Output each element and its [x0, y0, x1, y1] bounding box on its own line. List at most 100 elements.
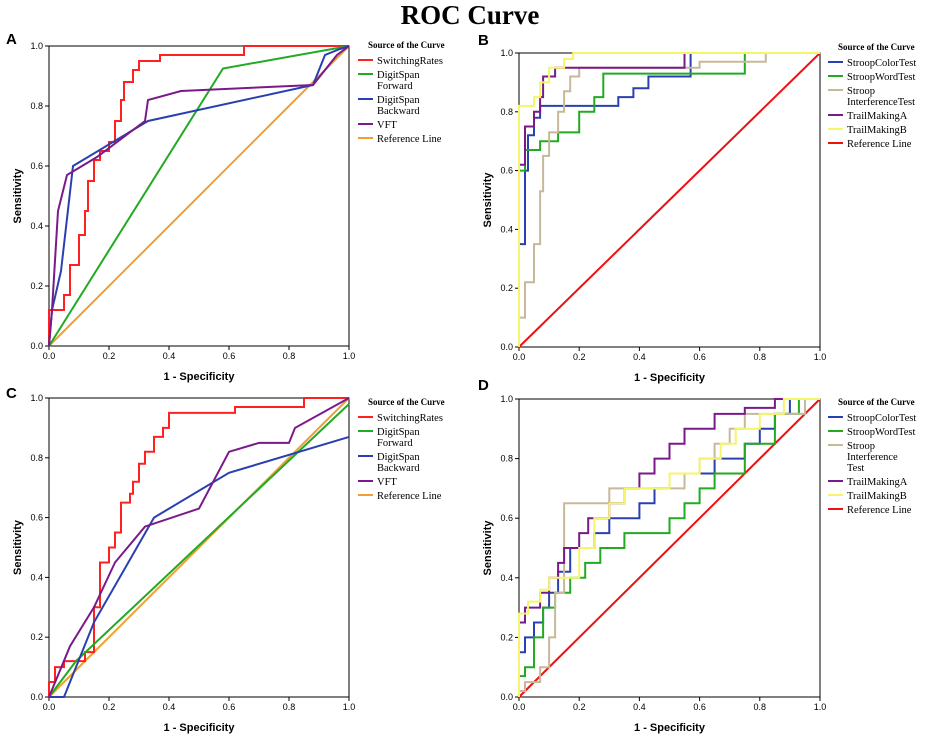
x-tick-label: 0.8 [283, 702, 296, 712]
y-tick-label: 1.0 [30, 41, 43, 51]
legend-label: Forward [377, 81, 413, 92]
legend-label: DigitSpan [377, 452, 420, 463]
x-tick-label: 0.0 [43, 351, 56, 361]
legend-item-trailmakingb: TrailMakingB [828, 125, 907, 136]
x-axis-title: 1 - Specificity [164, 371, 236, 383]
y-tick-label: 0.4 [30, 221, 43, 231]
x-tick-label: 0.8 [754, 702, 767, 712]
x-axis-title: 1 - Specificity [164, 722, 236, 734]
curve-reference-line [518, 52, 821, 348]
x-tick-label: 0.0 [43, 702, 56, 712]
y-tick-label: 0.2 [500, 632, 513, 642]
legend-label: Test [847, 463, 864, 474]
y-tick-label: 0.0 [500, 692, 513, 702]
legend: Source of the Curve SwitchingRates DigitSp… [358, 397, 445, 502]
x-tick-label: 0.2 [573, 702, 586, 712]
x-tick-label: 0.0 [513, 352, 526, 362]
legend-label: DigitSpan [377, 95, 420, 106]
x-tick-label: 1.0 [814, 352, 827, 362]
y-tick-label: 1.0 [500, 394, 513, 404]
y-tick-label: 0.2 [500, 283, 513, 293]
y-tick-label: 1.0 [500, 48, 513, 58]
y-tick-label: 0.8 [500, 107, 513, 117]
panel-c: C 0.0 0.2 0.4 0.6 0.8 1.0 0.0 0.2 0.4 0.6 0.8 1.0 1 -… [6, 385, 445, 734]
panel-letter: C [6, 385, 17, 402]
y-tick-label: 0.8 [500, 454, 513, 464]
legend-item-switchingrates: SwitchingRates [358, 413, 443, 424]
legend-item-vft: VFT [358, 120, 397, 131]
legend-label: Backward [377, 106, 420, 117]
x-axis-title: 1 - Specificity [634, 372, 706, 384]
y-tick-label: 0.6 [500, 166, 513, 176]
plot-frame [518, 398, 821, 698]
legend-label: Reference Line [847, 139, 912, 150]
legend-item-stroopwordtest: StroopWordTest [828, 427, 915, 438]
curve-switchingrates [48, 397, 349, 697]
y-axis-title: Sensitivity [482, 520, 494, 576]
curve-trailmakingb [518, 398, 820, 697]
legend-label: TrailMakingB [847, 491, 907, 502]
plot-frame [48, 45, 350, 347]
legend-label: Interference [847, 452, 898, 463]
curve-reference-line [48, 45, 350, 347]
legend-item-reference-line: Reference Line [358, 134, 442, 145]
y-tick-label: 1.0 [30, 393, 43, 403]
legend-title: Source of the Curve [838, 42, 915, 52]
y-tick-label: 0.4 [30, 572, 43, 582]
curve-vft [48, 45, 350, 347]
legend-item-stroopcolortest: StroopColorTest [828, 413, 916, 424]
y-tick-label: 0.6 [30, 161, 43, 171]
x-tick-label: 1.0 [343, 702, 356, 712]
panels-container: A 0.0 0.2 0.4 0.6 0.8 1.0 0.0 0.2 0.4 0.6 0.8 1.0 1 -… [6, 31, 916, 734]
legend-label: StroopColorTest [847, 58, 916, 69]
x-tick-label: 0.2 [103, 351, 116, 361]
legend-item-trailmakinga: TrailMakingA [828, 477, 908, 488]
legend-label: DigitSpan [377, 70, 420, 81]
legend-item-trailmakinga: TrailMakingA [828, 111, 908, 122]
curve-digitspan-backward [48, 45, 350, 347]
legend-label: Stroop [847, 441, 875, 452]
y-tick-label: 0.2 [30, 632, 43, 642]
x-tick-label: 0.8 [754, 352, 767, 362]
legend-label: VFT [377, 120, 397, 131]
x-tick-label: 1.0 [343, 351, 356, 361]
legend-label: VFT [377, 477, 397, 488]
panel-a: A 0.0 0.2 0.4 0.6 0.8 1.0 0.0 0.2 0.4 0.6 0.8 1.0 1 -… [6, 31, 445, 383]
y-axis-title: Sensitivity [482, 172, 494, 228]
plot-frame [48, 397, 350, 698]
curve-reference-line [48, 397, 350, 698]
legend-item-reference-line: Reference Line [358, 491, 442, 502]
curve-digitspan-forward [48, 403, 350, 698]
legend-label: TrailMakingA [847, 111, 908, 122]
x-tick-label: 0.2 [573, 352, 586, 362]
x-axis-title: 1 - Specificity [634, 722, 706, 734]
curve-digitspan-forward [48, 45, 350, 347]
panel-letter: A [6, 31, 17, 48]
legend-label: StroopWordTest [847, 72, 915, 83]
legend-item-reference-line: Reference Line [828, 139, 912, 150]
figure-title: ROC Curve [401, 0, 540, 30]
curve-stroopwordtest [518, 398, 820, 697]
x-tick-label: 0.6 [693, 352, 706, 362]
curve-digitspan-backward [49, 435, 350, 698]
panel-letter: D [478, 377, 489, 394]
legend-label: Reference Line [377, 491, 442, 502]
legend: Source of the Curve SwitchingRates DigitSp… [358, 40, 445, 145]
panel-letter: B [478, 32, 489, 49]
legend: Source of the Curve StroopColorTest Stroop… [828, 42, 916, 150]
curve-reference-line [518, 398, 821, 698]
x-tick-label: 0.2 [103, 702, 116, 712]
curve-switchingrates [48, 45, 349, 346]
y-tick-label: 0.6 [30, 513, 43, 523]
y-axis-title: Sensitivity [12, 168, 24, 224]
y-tick-label: 0.4 [500, 573, 513, 583]
legend-label: Forward [377, 438, 413, 449]
legend-label: DigitSpan [377, 427, 420, 438]
y-tick-label: 0.4 [500, 224, 513, 234]
x-tick-label: 0.6 [223, 351, 236, 361]
